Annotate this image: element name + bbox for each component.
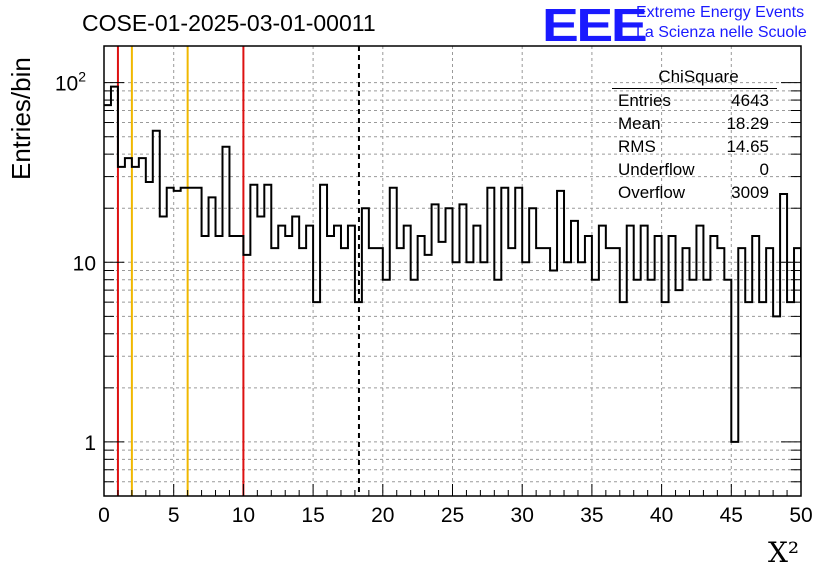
eee-logo: EEE (542, 0, 648, 51)
y-tick-label: 102 (55, 69, 86, 96)
y-tick-exponent: 2 (78, 69, 86, 85)
stats-value: 0 (759, 160, 769, 179)
stats-box: ChiSquare Entries 4643 Mean 18.29 RMS 14… (612, 66, 777, 204)
histogram-line (104, 85, 801, 443)
stats-row-rms: RMS 14.65 (612, 135, 777, 158)
chart-title: COSE-01-2025-03-01-00011 (82, 10, 376, 36)
logo-line-2: La Scienza nelle Scuole (636, 24, 807, 41)
x-tick-label: 5 (168, 504, 180, 527)
stats-row-underflow: Underflow 0 (612, 158, 777, 181)
x-tick-label: 25 (441, 504, 464, 527)
x-tick-label: 40 (650, 504, 673, 527)
x-tick-label: 0 (98, 504, 110, 527)
stats-row-overflow: Overflow 3009 (612, 181, 777, 204)
stats-row-entries: Entries 4643 (612, 89, 777, 112)
x-axis-label: X² (768, 536, 800, 569)
x-tick-label: 30 (511, 504, 534, 527)
y-tick-label: 1 (84, 432, 96, 455)
stats-value: 4643 (731, 91, 769, 110)
stats-label: Entries (618, 91, 671, 110)
stats-value: 18.29 (726, 114, 769, 133)
x-tick-label: 50 (789, 504, 812, 527)
stats-label: Overflow (618, 183, 686, 202)
y-tick-label: 10 (73, 252, 96, 275)
stats-label: Mean (618, 114, 661, 133)
stats-label: Underflow (618, 160, 695, 179)
stats-value: 3009 (731, 183, 769, 202)
x-tick-label: 10 (232, 504, 255, 527)
axis-ticks (103, 82, 802, 497)
y-axis-label: Entries/bin (6, 57, 36, 180)
stats-value: 14.65 (726, 137, 769, 156)
x-tick-label: 20 (371, 504, 394, 527)
stats-row-mean: Mean 18.29 (612, 112, 777, 135)
logo-line-1: Extreme Energy Events (636, 4, 805, 21)
x-tick-label: 15 (301, 504, 324, 527)
x-tick-label: 35 (580, 504, 603, 527)
x-tick-label: 45 (720, 504, 743, 527)
stats-title: ChiSquare (612, 66, 777, 89)
stats-label: RMS (618, 137, 656, 156)
